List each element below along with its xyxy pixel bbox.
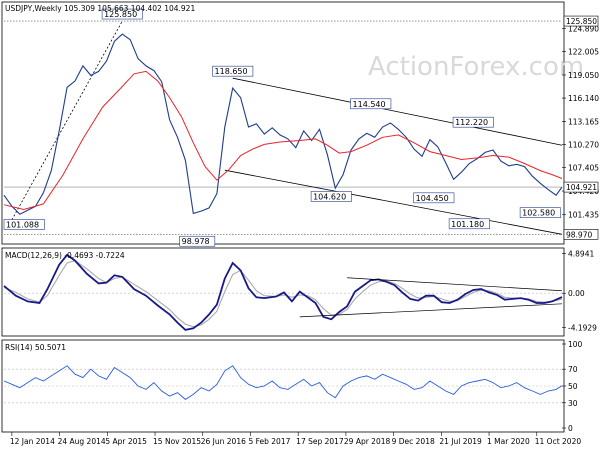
macd-tick-label: 4.8941 <box>568 249 594 258</box>
level-label-bg <box>563 15 599 27</box>
macd-tick-label: -4.1929 <box>568 323 597 332</box>
annotation-label: 98.978 <box>179 235 216 247</box>
level-label-bg <box>563 229 599 240</box>
annotation-text: 101.180 <box>451 220 484 229</box>
level-label: 98.970 <box>566 230 592 239</box>
annotation-text: 104.450 <box>416 194 449 203</box>
annotation-bg <box>448 218 490 230</box>
x-tick-label: 11 Oct 2020 <box>535 437 582 446</box>
x-tick-label: 1 Mar 2020 <box>487 437 530 446</box>
macd-line <box>3 253 563 331</box>
macd-panel: 4.8941 0.00 -4.1929 <box>3 249 597 332</box>
annotation-text: 114.540 <box>353 100 386 109</box>
rsi-header: RSI(14) 50.5071 <box>5 343 66 352</box>
current-price-box: 104.921 <box>563 181 599 193</box>
annotation-bg <box>212 65 254 77</box>
annotation-text: 104.620 <box>313 192 346 201</box>
x-axis: 12 Jan 2014 24 Aug 2014 5 Apr 2015 15 Nov 2… <box>10 432 581 446</box>
annotation-bg <box>310 191 352 202</box>
annotation-text: 125.850 <box>104 10 137 19</box>
x-tick-label: 5 Apr 2015 <box>105 437 147 446</box>
annotation-text: 112.220 <box>455 118 488 127</box>
rsi-tick-label: 30 <box>568 399 578 408</box>
x-tick-label: 5 Feb 2017 <box>248 437 290 446</box>
macd-tick-label: 0.00 <box>568 289 585 298</box>
price-tick-label: 101.435 <box>568 211 599 220</box>
macd-trend-line <box>299 303 563 318</box>
current-price-label: 104.921 <box>566 183 597 192</box>
annotation-bg <box>179 235 216 247</box>
annotation-text: 118.650 <box>215 67 248 76</box>
rsi-panel-frame <box>1 339 565 433</box>
x-tick-label: 26 Jun 2016 <box>201 437 246 446</box>
price-header: USDJPY,Weekly 105.309 105.663 104.402 10… <box>5 4 195 13</box>
price-tick-label: 110.270 <box>568 141 599 150</box>
x-tick-label: 21 Jul 2019 <box>439 437 482 446</box>
price-tick-label: 124.890 <box>568 25 599 34</box>
x-tick-label: 17 Sep 2017 <box>296 437 344 446</box>
channel-lower-line <box>224 169 563 235</box>
rsi-tick-label: 100 <box>568 340 583 349</box>
price-tick-label: 113.165 <box>568 118 599 127</box>
annotation-label: 125.850 <box>101 8 143 20</box>
annotation-text: 98.978 <box>182 237 210 246</box>
rsi-tick-label: 50 <box>568 382 578 391</box>
annotation-label: 112.220 <box>452 116 494 128</box>
x-tick-label: 15 Nov 2015 <box>153 437 201 446</box>
price-tick-label: 119.050 <box>568 71 599 80</box>
annotation-label: 104.450 <box>413 192 455 204</box>
annotation-text: 102.580 <box>522 209 555 218</box>
level-label: 125.850 <box>566 17 597 26</box>
rsi-tick-label: 70 <box>568 365 578 374</box>
support-dotted-line <box>11 20 123 220</box>
price-panel: 101.435104.420107.405110.270113.165116.1… <box>3 8 599 247</box>
annotation-bg <box>519 207 561 218</box>
price-tick-label: 122.005 <box>568 48 599 57</box>
annotation-label: 101.180 <box>448 218 490 230</box>
price-series-line <box>3 33 563 215</box>
annotation-bg <box>350 98 392 110</box>
annotation-bg <box>452 116 494 128</box>
x-tick-label: 12 Jan 2014 <box>10 437 55 446</box>
annotation-label: 102.580 <box>519 207 561 218</box>
annotation-bg <box>413 192 455 204</box>
price-tick-label: 107.405 <box>568 163 599 172</box>
level-label-box: 98.970 <box>563 229 599 240</box>
channel-upper-line <box>232 77 563 146</box>
annotation-bg <box>101 8 143 20</box>
annotation-label: 118.650 <box>212 65 254 77</box>
x-tick-label: 9 Dec 2018 <box>392 437 435 446</box>
rsi-panel: 100 70 50 30 0 <box>3 340 583 433</box>
macd-trend-line <box>347 277 563 292</box>
current-price-bg <box>563 181 599 193</box>
rsi-line <box>3 365 563 400</box>
macd-header: MACD(12,26,9) -0.4693 -0.7224 <box>5 251 125 260</box>
x-tick-label: 24 Aug 2014 <box>58 437 106 446</box>
moving-average-line <box>3 70 563 211</box>
level-label-box: 125.850 <box>563 15 599 27</box>
annotation-label: 101.088 <box>3 219 45 230</box>
watermark: ActionForex.com <box>368 52 584 82</box>
annotation-label: 114.540 <box>350 98 392 110</box>
annotation-bg <box>3 219 45 230</box>
price-tick-label: 116.140 <box>568 94 599 103</box>
x-tick-label: 29 Apr 2018 <box>344 437 391 446</box>
annotation-text: 101.088 <box>6 221 39 230</box>
rsi-tick-label: 0 <box>568 424 573 433</box>
annotation-label: 104.620 <box>310 191 352 202</box>
